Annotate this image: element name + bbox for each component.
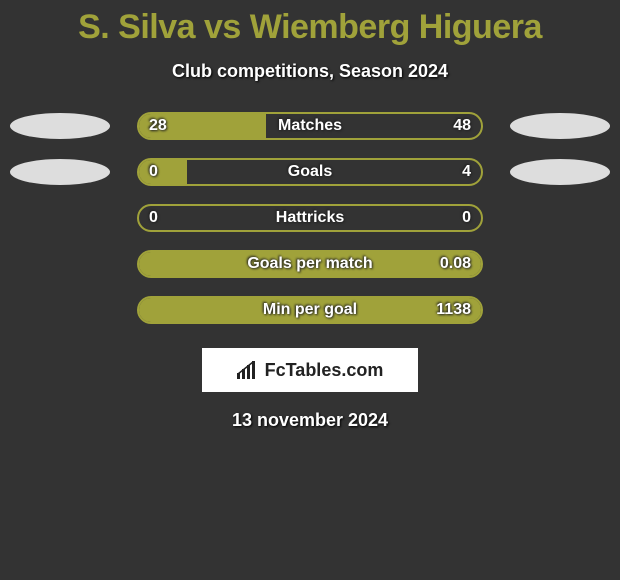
stat-value-right: 48 (453, 114, 471, 138)
stat-bar: Min per goal 1138 (137, 296, 483, 324)
player-avatar-left (10, 113, 110, 139)
stat-label: Min per goal (263, 298, 357, 322)
stat-bar: 0 Hattricks 0 (137, 204, 483, 232)
stat-label: Matches (278, 114, 342, 138)
stat-value-left: 0 (149, 160, 158, 184)
stat-bar: 28 Matches 48 (137, 112, 483, 140)
page-title: S. Silva vs Wiemberg Higuera (78, 8, 542, 47)
player-avatar-right (510, 159, 610, 185)
stat-value-right: 0 (462, 206, 471, 230)
stat-value-left: 28 (149, 114, 167, 138)
stat-row: Min per goal 1138 (0, 296, 620, 324)
stat-label: Goals per match (247, 252, 372, 276)
page-subtitle: Club competitions, Season 2024 (172, 61, 448, 82)
stat-bar: Goals per match 0.08 (137, 250, 483, 278)
stat-value-right: 0.08 (440, 252, 471, 276)
date-text: 13 november 2024 (232, 410, 388, 431)
stat-value-right: 4 (462, 160, 471, 184)
stat-bar: 0 Goals 4 (137, 158, 483, 186)
player-avatar-right (510, 113, 610, 139)
stat-row: 28 Matches 48 (0, 112, 620, 140)
stat-value-left: 0 (149, 206, 158, 230)
stat-row: 0 Hattricks 0 (0, 204, 620, 232)
stat-row: 0 Goals 4 (0, 158, 620, 186)
logo-text: FcTables.com (265, 360, 384, 381)
chart-icon (237, 361, 259, 379)
player-avatar-left (10, 159, 110, 185)
source-logo: FcTables.com (202, 348, 418, 392)
stat-bar-fill (139, 160, 187, 184)
stat-label: Goals (288, 160, 332, 184)
stat-value-right: 1138 (436, 298, 471, 322)
stats-rows: 28 Matches 48 0 Goals 4 0 Hattricks 0 Goals per m… (0, 112, 620, 324)
stat-label: Hattricks (276, 206, 344, 230)
stat-row: Goals per match 0.08 (0, 250, 620, 278)
